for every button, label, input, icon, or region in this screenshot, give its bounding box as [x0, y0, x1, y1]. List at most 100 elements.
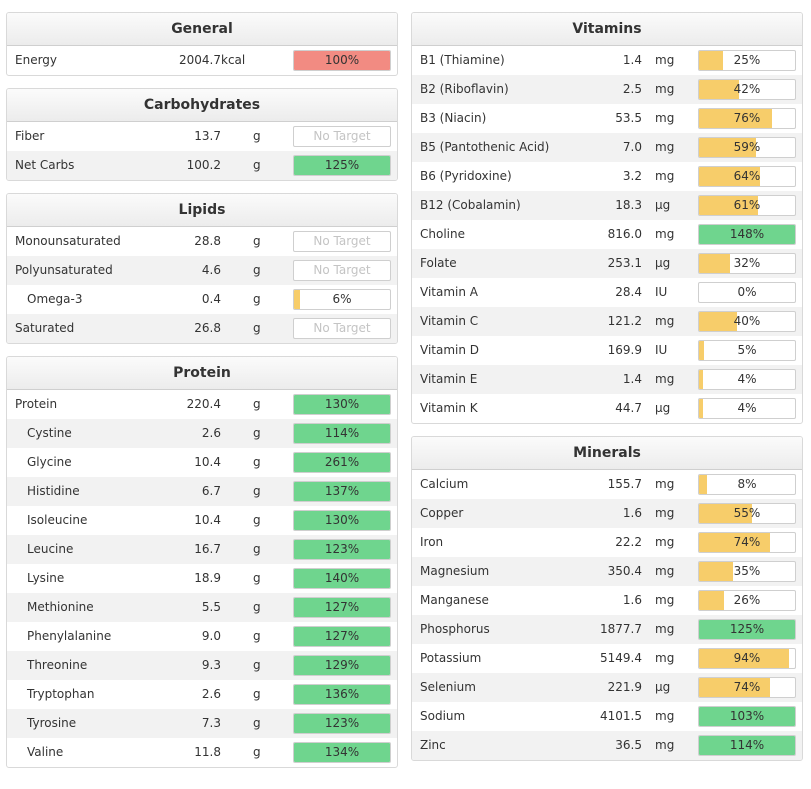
- nutrient-unit: mg: [655, 82, 675, 96]
- nutrient-row-iron[interactable]: Iron 22.2 mg 74%: [412, 528, 802, 557]
- nutrient-row-cystine[interactable]: Cystine 2.6 g 114%: [7, 419, 397, 448]
- nutrient-amount: 155.7: [607, 477, 642, 491]
- target-percent-label: 114%: [324, 426, 360, 440]
- nutrient-row-b5-pantothenic-acid[interactable]: B5 (Pantothenic Acid) 7.0 mg 59%: [412, 133, 802, 162]
- nutrient-name: Lysine: [27, 571, 65, 585]
- nutrient-amount: 28.8: [194, 234, 221, 248]
- nutrient-row-leucine[interactable]: Leucine 16.7 g 123%: [7, 535, 397, 564]
- nutrient-row-tyrosine[interactable]: Tyrosine 7.3 g 123%: [7, 709, 397, 738]
- nutrient-unit: g: [253, 687, 261, 701]
- nutrient-row-monounsaturated[interactable]: Monounsaturated 28.8 g No Target: [7, 227, 397, 256]
- target-progress-bar: 74%: [698, 532, 796, 553]
- nutrient-row-methionine[interactable]: Methionine 5.5 g 127%: [7, 593, 397, 622]
- nutrient-row-selenium[interactable]: Selenium 221.9 µg 74%: [412, 673, 802, 702]
- nutrient-unit: g: [253, 571, 261, 585]
- nutrient-name: Zinc: [420, 738, 446, 752]
- nutrient-row-b2-riboflavin[interactable]: B2 (Riboflavin) 2.5 mg 42%: [412, 75, 802, 104]
- nutrient-row-tryptophan[interactable]: Tryptophan 2.6 g 136%: [7, 680, 397, 709]
- vitamins-panel: Vitamins B1 (Thiamine) 1.4 mg 25% B2 (Ribofla…: [411, 12, 803, 424]
- nutrient-row-phenylalanine[interactable]: Phenylalanine 9.0 g 127%: [7, 622, 397, 651]
- nutrient-row-copper[interactable]: Copper 1.6 mg 55%: [412, 499, 802, 528]
- target-percent-label: 59%: [733, 140, 761, 154]
- target-progress-fill: [699, 649, 790, 668]
- nutrient-row-potassium[interactable]: Potassium 5149.4 mg 94%: [412, 644, 802, 673]
- nutrient-row-b12-cobalamin[interactable]: B12 (Cobalamin) 18.3 µg 61%: [412, 191, 802, 220]
- nutrient-name: Omega-3: [27, 292, 83, 306]
- nutrient-row-fiber[interactable]: Fiber 13.7 g No Target: [7, 122, 397, 151]
- nutrient-amount: 7.3: [201, 716, 221, 730]
- target-progress-bar: 76%: [698, 108, 796, 129]
- nutrient-unit: mg: [655, 227, 675, 241]
- nutrient-row-phosphorus[interactable]: Phosphorus 1877.7 mg 125%: [412, 615, 802, 644]
- nutrient-name: Vitamin C: [420, 314, 479, 328]
- nutrient-amount: 9.3: [201, 658, 221, 672]
- target-percent-label: 129%: [324, 658, 360, 672]
- nutrient-row-b3-niacin[interactable]: B3 (Niacin) 53.5 mg 76%: [412, 104, 802, 133]
- nutrient-row-vitamin-e[interactable]: Vitamin E 1.4 mg 4%: [412, 365, 802, 394]
- target-progress-bar: 125%: [293, 155, 391, 176]
- target-progress-fill: [294, 156, 390, 175]
- target-progress-bar: No Target: [293, 318, 391, 339]
- target-progress-bar: 6%: [293, 289, 391, 310]
- nutrient-amount: 169.9: [607, 343, 642, 357]
- nutrient-row-vitamin-k[interactable]: Vitamin K 44.7 µg 4%: [412, 394, 802, 423]
- protein-header: Protein: [7, 357, 397, 390]
- nutrient-row-threonine[interactable]: Threonine 9.3 g 129%: [7, 651, 397, 680]
- nutrient-row-choline[interactable]: Choline 816.0 mg 148%: [412, 220, 802, 249]
- nutrient-name: B2 (Riboflavin): [420, 82, 509, 96]
- nutrient-row-energy[interactable]: Energy 2004.7 kcal 100%: [7, 46, 397, 75]
- target-percent-label: No Target: [313, 234, 371, 248]
- general-panel: General Energy 2004.7 kcal 100%: [6, 12, 398, 76]
- target-progress-bar: 123%: [293, 539, 391, 560]
- nutrient-row-valine[interactable]: Valine 11.8 g 134%: [7, 738, 397, 767]
- nutrient-row-saturated[interactable]: Saturated 26.8 g No Target: [7, 314, 397, 343]
- nutrient-row-vitamin-a[interactable]: Vitamin A 28.4 IU 0%: [412, 278, 802, 307]
- target-percent-label: 76%: [733, 111, 761, 125]
- nutrient-unit: mg: [655, 738, 675, 752]
- nutrient-row-sodium[interactable]: Sodium 4101.5 mg 103%: [412, 702, 802, 731]
- nutrient-row-isoleucine[interactable]: Isoleucine 10.4 g 130%: [7, 506, 397, 535]
- nutrient-unit: g: [253, 716, 261, 730]
- nutrient-name: Glycine: [27, 455, 72, 469]
- nutrient-row-zinc[interactable]: Zinc 36.5 mg 114%: [412, 731, 802, 760]
- nutrient-row-vitamin-d[interactable]: Vitamin D 169.9 IU 5%: [412, 336, 802, 365]
- nutrient-row-lysine[interactable]: Lysine 18.9 g 140%: [7, 564, 397, 593]
- nutrient-row-b6-pyridoxine[interactable]: B6 (Pyridoxine) 3.2 mg 64%: [412, 162, 802, 191]
- nutrient-row-magnesium[interactable]: Magnesium 350.4 mg 35%: [412, 557, 802, 586]
- nutrient-row-calcium[interactable]: Calcium 155.7 mg 8%: [412, 470, 802, 499]
- carbohydrates-header: Carbohydrates: [7, 89, 397, 122]
- nutrient-name: Net Carbs: [15, 158, 75, 172]
- target-progress-bar: 4%: [698, 369, 796, 390]
- nutrient-amount: 6.7: [201, 484, 221, 498]
- target-percent-label: 26%: [733, 593, 761, 607]
- nutrient-amount: 1.6: [622, 593, 642, 607]
- target-percent-label: 6%: [332, 292, 352, 306]
- nutrient-row-protein[interactable]: Protein 220.4 g 130%: [7, 390, 397, 419]
- nutrient-amount: 2.6: [201, 426, 221, 440]
- nutrient-amount: 11.8: [194, 745, 221, 759]
- nutrient-amount: 26.8: [194, 321, 221, 335]
- target-progress-bar: No Target: [293, 260, 391, 281]
- nutrient-row-net-carbs[interactable]: Net Carbs 100.2 g 125%: [7, 151, 397, 180]
- target-percent-label: 140%: [324, 571, 360, 585]
- nutrient-name: Potassium: [420, 651, 482, 665]
- nutrient-row-b1-thiamine[interactable]: B1 (Thiamine) 1.4 mg 25%: [412, 46, 802, 75]
- target-percent-label: 32%: [733, 256, 761, 270]
- target-progress-bar: 42%: [698, 79, 796, 100]
- target-percent-label: 125%: [729, 622, 765, 636]
- target-percent-label: 74%: [733, 680, 761, 694]
- nutrient-row-histidine[interactable]: Histidine 6.7 g 137%: [7, 477, 397, 506]
- nutrient-amount: 36.5: [615, 738, 642, 752]
- nutrient-row-manganese[interactable]: Manganese 1.6 mg 26%: [412, 586, 802, 615]
- target-percent-label: 94%: [733, 651, 761, 665]
- general-rows: Energy 2004.7 kcal 100%: [7, 46, 397, 75]
- nutrient-row-glycine[interactable]: Glycine 10.4 g 261%: [7, 448, 397, 477]
- nutrient-name: Magnesium: [420, 564, 490, 578]
- nutrient-row-folate[interactable]: Folate 253.1 µg 32%: [412, 249, 802, 278]
- minerals-header: Minerals: [412, 437, 802, 470]
- nutrient-row-omega-3[interactable]: Omega-3 0.4 g 6%: [7, 285, 397, 314]
- nutrient-unit: g: [253, 542, 261, 556]
- nutrient-unit: µg: [655, 401, 671, 415]
- nutrient-row-vitamin-c[interactable]: Vitamin C 121.2 mg 40%: [412, 307, 802, 336]
- nutrient-row-polyunsaturated[interactable]: Polyunsaturated 4.6 g No Target: [7, 256, 397, 285]
